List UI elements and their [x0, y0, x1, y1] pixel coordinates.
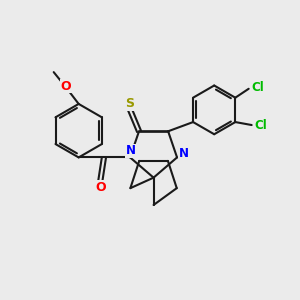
- Text: O: O: [95, 181, 106, 194]
- Text: S: S: [126, 98, 135, 110]
- Text: O: O: [60, 80, 71, 93]
- Text: N: N: [178, 147, 189, 161]
- Text: Cl: Cl: [251, 81, 264, 94]
- Text: Cl: Cl: [254, 118, 267, 131]
- Text: N: N: [126, 144, 136, 157]
